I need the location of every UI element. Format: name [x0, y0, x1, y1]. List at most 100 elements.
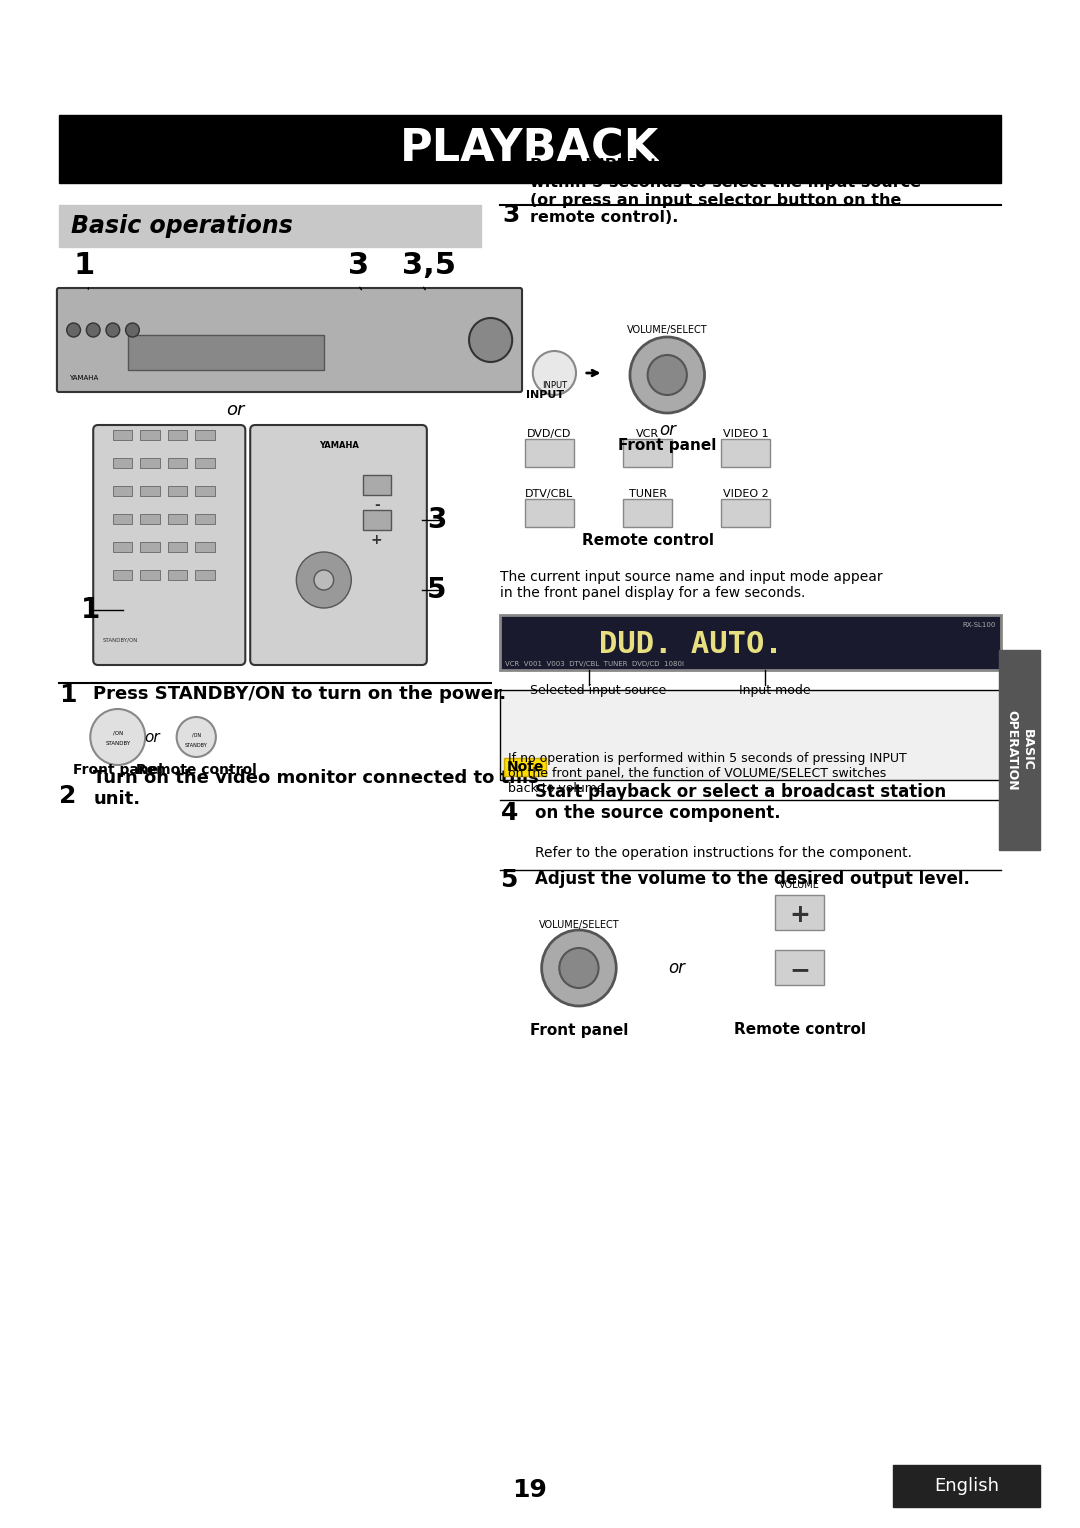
- Text: DUD. AUTO.: DUD. AUTO.: [598, 630, 782, 659]
- FancyBboxPatch shape: [500, 691, 1001, 779]
- Bar: [140, 570, 160, 581]
- Text: Front panel: Front panel: [618, 437, 716, 452]
- Bar: [775, 950, 824, 986]
- Bar: [127, 335, 324, 370]
- Text: VIDEO 1: VIDEO 1: [723, 429, 769, 439]
- Text: STANDBY: STANDBY: [185, 743, 207, 747]
- Bar: [999, 649, 1040, 850]
- Text: or: or: [227, 400, 245, 419]
- Bar: [112, 458, 133, 468]
- Bar: [167, 570, 188, 581]
- Text: DVD/CD: DVD/CD: [527, 429, 571, 439]
- Text: Front panel: Front panel: [72, 762, 163, 778]
- Text: Start playback or select a broadcast station
on the source component.: Start playback or select a broadcast sta…: [535, 784, 946, 822]
- Circle shape: [630, 338, 704, 413]
- Text: TUNER: TUNER: [629, 489, 666, 500]
- FancyBboxPatch shape: [93, 425, 245, 665]
- Text: 4: 4: [500, 801, 517, 825]
- Text: 2: 2: [59, 784, 77, 808]
- Text: YAMAHA: YAMAHA: [319, 440, 359, 449]
- Text: The current input source name and input mode appear
in the front panel display f: The current input source name and input …: [500, 570, 883, 601]
- Text: Press STANDBY/ON to turn on the power.: Press STANDBY/ON to turn on the power.: [93, 685, 507, 703]
- Bar: [195, 570, 215, 581]
- Text: Input mode: Input mode: [740, 683, 811, 697]
- Bar: [140, 429, 160, 440]
- Circle shape: [296, 552, 351, 608]
- Text: 3: 3: [502, 203, 519, 228]
- Circle shape: [125, 322, 139, 338]
- Text: 3: 3: [427, 506, 446, 533]
- Text: Basic operations: Basic operations: [70, 214, 293, 238]
- Text: VOLUME/SELECT: VOLUME/SELECT: [539, 920, 619, 931]
- Bar: [167, 486, 188, 497]
- Bar: [195, 486, 215, 497]
- Text: Turn on the video monitor connected to this
unit.: Turn on the video monitor connected to t…: [93, 769, 539, 808]
- Text: −: −: [789, 958, 810, 983]
- Circle shape: [648, 354, 687, 396]
- Bar: [195, 429, 215, 440]
- Bar: [140, 458, 160, 468]
- Text: -: -: [374, 498, 380, 512]
- Bar: [623, 439, 672, 468]
- Text: +: +: [789, 903, 810, 927]
- Text: /ON: /ON: [191, 732, 201, 738]
- Text: Remote control: Remote control: [136, 762, 257, 778]
- Bar: [112, 513, 133, 524]
- Bar: [112, 570, 133, 581]
- Text: BASIC
OPERATION: BASIC OPERATION: [1005, 709, 1034, 790]
- Circle shape: [532, 351, 576, 396]
- Text: 3: 3: [349, 251, 369, 280]
- Bar: [140, 513, 160, 524]
- Bar: [195, 542, 215, 552]
- Text: VCR: VCR: [636, 429, 659, 439]
- Bar: [500, 614, 1001, 669]
- Text: STANDBY/ON: STANDBY/ON: [103, 637, 138, 642]
- Text: Remote control: Remote control: [582, 532, 714, 547]
- Bar: [721, 439, 770, 468]
- Text: STANDBY: STANDBY: [105, 741, 131, 746]
- Bar: [775, 895, 824, 931]
- Text: Front panel: Front panel: [530, 1022, 629, 1038]
- FancyBboxPatch shape: [57, 287, 522, 393]
- Text: VOLUME: VOLUME: [780, 880, 820, 889]
- Circle shape: [542, 931, 617, 1005]
- Text: Selected input source: Selected input source: [530, 683, 666, 697]
- Text: VIDEO 2: VIDEO 2: [723, 489, 769, 500]
- Text: YAMAHA: YAMAHA: [69, 374, 98, 380]
- Bar: [59, 115, 1001, 183]
- Bar: [525, 500, 575, 527]
- Text: PLAYBACK: PLAYBACK: [401, 127, 660, 171]
- Circle shape: [314, 570, 334, 590]
- Text: 3,5: 3,5: [403, 251, 457, 280]
- FancyBboxPatch shape: [251, 425, 427, 665]
- Text: Remote control: Remote control: [733, 1022, 866, 1038]
- Bar: [167, 458, 188, 468]
- Bar: [59, 205, 481, 248]
- Bar: [112, 429, 133, 440]
- Bar: [112, 486, 133, 497]
- Text: INPUT: INPUT: [542, 380, 567, 390]
- Text: 1: 1: [59, 683, 77, 707]
- Bar: [623, 500, 672, 527]
- Bar: [893, 1465, 1040, 1507]
- Bar: [167, 542, 188, 552]
- Text: INPUT: INPUT: [526, 390, 564, 400]
- Bar: [525, 439, 575, 468]
- Circle shape: [106, 322, 120, 338]
- Text: VOLUME/SELECT: VOLUME/SELECT: [626, 325, 707, 335]
- Text: VCR  V001  V003  DTV/CBL  TUNER  DVD/CD  1080i: VCR V001 V003 DTV/CBL TUNER DVD/CD 1080i: [505, 662, 685, 668]
- Bar: [167, 429, 188, 440]
- Bar: [195, 458, 215, 468]
- Text: Refer to the operation instructions for the component.: Refer to the operation instructions for …: [535, 847, 912, 860]
- Text: 1: 1: [73, 251, 95, 280]
- Text: +: +: [372, 533, 382, 547]
- Text: RX-SL100: RX-SL100: [962, 622, 996, 628]
- Circle shape: [177, 717, 216, 756]
- Bar: [140, 486, 160, 497]
- Circle shape: [91, 709, 145, 766]
- Bar: [504, 758, 545, 776]
- Circle shape: [559, 947, 598, 989]
- Circle shape: [67, 322, 81, 338]
- Text: 1: 1: [81, 596, 99, 623]
- Circle shape: [469, 318, 512, 362]
